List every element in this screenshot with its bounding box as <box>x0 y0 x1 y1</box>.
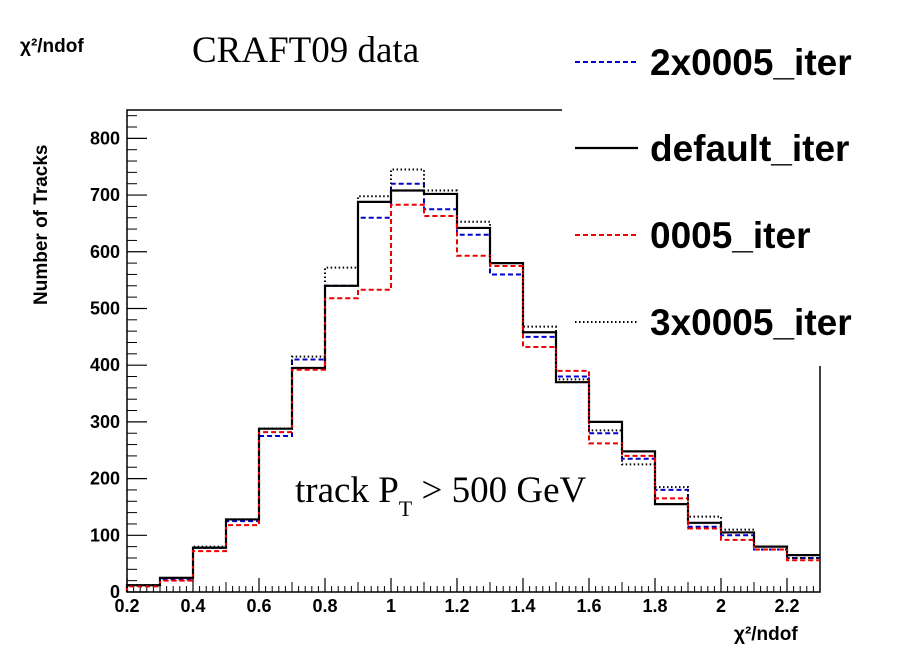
legend-label-default_iter: default_iter <box>650 128 849 169</box>
x-tick-label: 1.4 <box>510 596 535 616</box>
legend-label-3x0005_iter: 3x0005_iter <box>650 302 852 343</box>
y-tick-label: 800 <box>90 128 120 148</box>
x-tick-label: 0.8 <box>312 596 337 616</box>
x-tick-label: 2.2 <box>774 596 799 616</box>
legend-label-2x0005_iter: 2x0005_iter <box>650 42 852 83</box>
x-tick-label: 0.2 <box>114 596 139 616</box>
x-tick-label: 1.2 <box>444 596 469 616</box>
x-tick-label: 0.4 <box>180 596 205 616</box>
y-tick-label: 0 <box>110 582 120 602</box>
x-tick-label: 0.6 <box>246 596 271 616</box>
annotation-subscript: T <box>399 496 413 521</box>
corner-label: χ²/ndof <box>20 36 84 57</box>
x-axis-title: χ²/ndof <box>734 624 798 645</box>
annotation-rest: > 500 GeV <box>412 470 586 511</box>
x-tick-label: 2 <box>716 596 726 616</box>
y-tick-label: 200 <box>90 469 120 489</box>
y-tick-label: 400 <box>90 355 120 375</box>
x-tick-label: 1.6 <box>576 596 601 616</box>
annotation-main: track P <box>295 470 399 511</box>
y-tick-label: 500 <box>90 298 120 318</box>
x-tick-label: 1.8 <box>642 596 667 616</box>
legend: 2x0005_iter default_iter 0005_iter 3x0005_i… <box>562 0 904 366</box>
chart-title: CRAFT09 data <box>192 30 419 71</box>
y-axis-title: Number of Tracks <box>31 145 52 306</box>
x-tick-label: 1 <box>386 596 396 616</box>
y-tick-label: 600 <box>90 242 120 262</box>
annotation-text: track PT > 500 GeV <box>295 470 586 521</box>
y-tick-label: 700 <box>90 185 120 205</box>
y-tick-label: 100 <box>90 525 120 545</box>
legend-label-0005_iter: 0005_iter <box>650 215 810 256</box>
histogram-series <box>125 168 820 592</box>
series-line-0005_iter <box>126 203 820 592</box>
y-tick-label: 300 <box>90 412 120 432</box>
axis-ticks: 0.2 0.4 0.6 0.8 1 1.2 1.4 1.6 1.8 2 2.2 0 100 200 300 4… <box>90 115 814 616</box>
series-line-3x0005_iter <box>126 168 820 592</box>
